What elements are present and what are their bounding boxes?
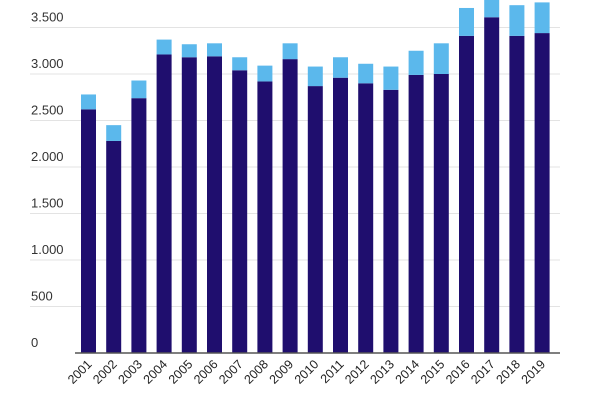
bar-2018-segment-2 (509, 5, 525, 36)
x-tick-label: 2007 (216, 357, 246, 387)
x-axis-labels: 2001200220032004200520062007200820092010… (65, 357, 548, 387)
y-tick-label: 2.500 (31, 103, 64, 118)
y-tick-label: 500 (31, 289, 53, 304)
x-tick-label: 2005 (166, 357, 196, 387)
x-tick-label: 2001 (65, 357, 95, 387)
bar-2005-segment-2 (181, 44, 197, 58)
bar-2016-segment-2 (459, 7, 474, 36)
y-tick-label: 0 (31, 335, 38, 350)
bar-2002-segment-2 (106, 125, 122, 141)
y-axis-labels: 0 500 1.000 1.500 2.000 2.500 3.000 3.500 (31, 10, 64, 351)
x-tick-label: 2013 (367, 357, 397, 387)
bar-2007-segment-1 (232, 70, 248, 353)
x-tick-label: 2014 (393, 357, 423, 387)
y-tick-label: 2.000 (31, 149, 64, 164)
bar-2015-segment-1 (433, 74, 449, 353)
y-tick-label: 1.500 (31, 196, 64, 211)
x-tick-label: 2017 (468, 357, 498, 387)
bar-2019-segment-1 (534, 33, 550, 354)
x-tick-label: 2006 (191, 357, 221, 387)
bar-2004-segment-2 (156, 39, 172, 55)
bar-2002-segment-1 (106, 140, 122, 353)
bar-2011-segment-1 (333, 77, 348, 353)
bar-2019-segment-2 (534, 2, 550, 34)
bar-2010-segment-1 (307, 86, 323, 353)
bar-2001-segment-2 (81, 94, 96, 110)
x-tick-label: 2008 (241, 357, 271, 387)
x-tick-label: 2002 (90, 357, 120, 387)
bar-2001-segment-1 (81, 109, 96, 353)
x-tick-label: 2010 (292, 357, 322, 387)
bar-2008-segment-1 (257, 81, 273, 353)
x-tick-label: 2009 (267, 357, 297, 387)
x-tick-label: 2003 (115, 357, 145, 387)
bar-2013-segment-2 (383, 66, 399, 90)
bar-2003-segment-2 (131, 80, 147, 99)
bar-2009-segment-2 (282, 43, 298, 60)
bar-2016-segment-1 (459, 35, 474, 354)
bar-2009-segment-1 (282, 59, 298, 354)
bar-2018-segment-1 (509, 35, 525, 354)
x-tick-label: 2015 (418, 357, 448, 387)
bar-2004-segment-1 (156, 54, 172, 353)
bar-2007-segment-2 (232, 57, 248, 71)
bar-2014-segment-2 (408, 50, 424, 75)
x-tick-label: 2012 (342, 357, 372, 387)
y-tick-label: 1.000 (31, 242, 64, 257)
bar-2015-segment-2 (433, 43, 449, 74)
bar-2010-segment-2 (307, 66, 323, 87)
x-tick-label: 2019 (519, 357, 549, 387)
bar-2017-segment-2 (484, 0, 500, 18)
bar-2005-segment-1 (181, 57, 197, 353)
bar-2012-segment-2 (358, 63, 374, 84)
bar-2008-segment-2 (257, 65, 273, 82)
y-tick-label: 3.500 (31, 10, 64, 25)
bars (81, 0, 550, 354)
bar-2006-segment-2 (207, 43, 222, 57)
bar-2012-segment-1 (358, 83, 374, 354)
x-tick-label: 2016 (443, 357, 473, 387)
x-tick-label: 2011 (318, 357, 347, 386)
y-tick-label: 3.000 (31, 56, 64, 71)
bar-2003-segment-1 (131, 98, 147, 354)
bar-2014-segment-1 (408, 74, 424, 354)
bar-2006-segment-1 (207, 56, 222, 354)
x-tick-label: 2018 (493, 357, 523, 387)
bar-2013-segment-1 (383, 89, 399, 353)
bar-2011-segment-2 (333, 57, 348, 78)
x-tick-label: 2004 (141, 357, 171, 387)
bar-2017-segment-1 (484, 17, 500, 354)
